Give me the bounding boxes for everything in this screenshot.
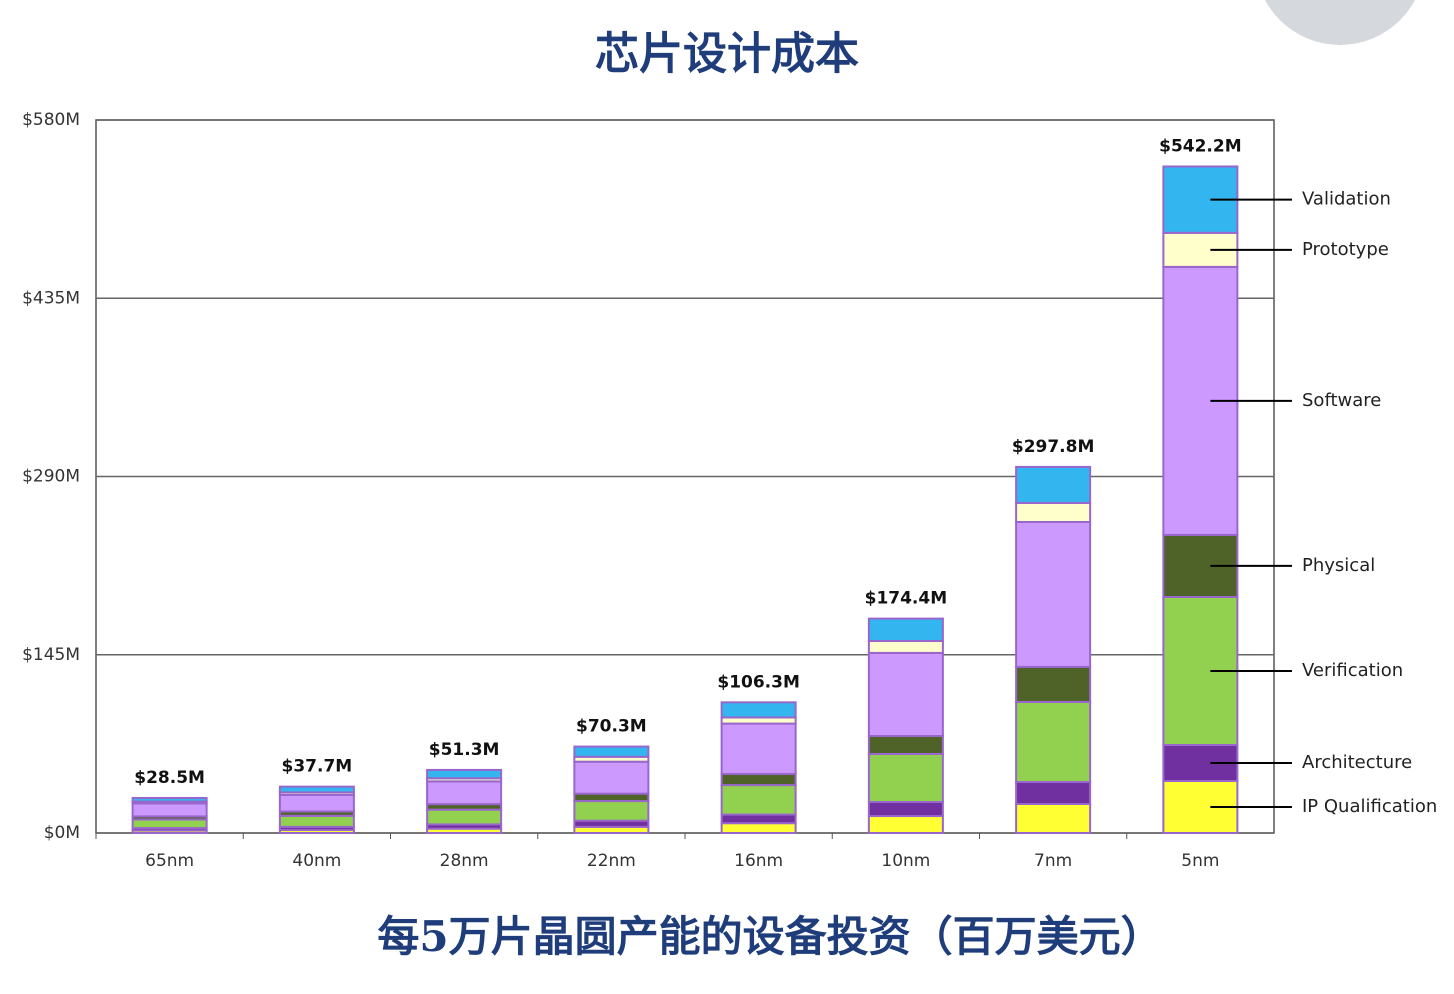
legend-label: IP Qualification xyxy=(1302,796,1437,817)
bar-segment xyxy=(867,617,944,642)
legend-label: Prototype xyxy=(1302,239,1389,260)
caption: 每5万片晶圆产能的设备投资（百万美元） xyxy=(377,912,1162,961)
bar-segment xyxy=(720,701,797,719)
bar-segment xyxy=(278,814,355,828)
bar-segment xyxy=(426,780,503,806)
x-tick-label: 5nm xyxy=(1181,851,1219,871)
bar-segment xyxy=(131,802,208,818)
bar-segment xyxy=(867,752,944,804)
y-tick-label: $435M xyxy=(22,288,80,308)
bar-segment xyxy=(720,822,797,835)
x-tick-label: 28nm xyxy=(440,851,489,871)
bar-segment xyxy=(1015,665,1092,703)
legend-label: Verification xyxy=(1302,660,1403,681)
bar-segment xyxy=(1015,501,1092,523)
y-tick-label: $580M xyxy=(22,110,80,130)
bar-segment xyxy=(720,722,797,775)
bar-segment xyxy=(1015,520,1092,668)
x-tick-label: 22nm xyxy=(587,851,636,871)
legend-label: Architecture xyxy=(1302,752,1412,773)
bar-segment xyxy=(278,785,355,794)
bar-segment xyxy=(131,818,208,830)
total-label: $174.4M xyxy=(865,589,948,609)
legend-label: Physical xyxy=(1302,555,1375,576)
bar-segment xyxy=(278,793,355,813)
bar-segment xyxy=(867,639,944,654)
bar-segment xyxy=(720,784,797,816)
x-tick-label: 65nm xyxy=(145,851,194,871)
total-label: $297.8M xyxy=(1012,437,1095,457)
total-label: $106.3M xyxy=(717,672,800,692)
bar-segment xyxy=(1015,465,1092,504)
bar-segment xyxy=(867,735,944,755)
x-tick-label: 10nm xyxy=(881,851,930,871)
bar-segment xyxy=(720,813,797,825)
bar-segment xyxy=(426,808,503,826)
legend-label: Validation xyxy=(1302,189,1391,210)
chart-title: 芯片设计成本 xyxy=(595,29,859,80)
x-tick-label: 7nm xyxy=(1034,851,1072,871)
bar-segment xyxy=(867,801,944,818)
bar-segment xyxy=(573,800,650,822)
total-label: $70.3M xyxy=(576,717,647,737)
total-label: $542.2M xyxy=(1159,136,1242,156)
legend-label: Software xyxy=(1302,390,1381,411)
bar-segment xyxy=(1015,802,1092,835)
y-tick-label: $0M xyxy=(44,823,80,843)
x-tick-label: 40nm xyxy=(292,851,341,871)
total-label: $51.3M xyxy=(429,740,500,760)
total-label: $28.5M xyxy=(134,768,205,788)
y-tick-label: $145M xyxy=(22,645,80,665)
bar-segment xyxy=(867,651,944,738)
bar-segment xyxy=(573,760,650,795)
x-tick-label: 16nm xyxy=(734,851,783,871)
bar-segment xyxy=(131,796,208,803)
bar-segment xyxy=(1015,700,1092,783)
bar-segment xyxy=(573,745,650,758)
bar-segment xyxy=(1015,780,1092,805)
y-tick-label: $290M xyxy=(22,467,80,487)
bar-segment xyxy=(1162,743,1239,783)
bar-segment xyxy=(573,792,650,803)
bar-segment xyxy=(426,768,503,780)
bar-segment xyxy=(867,815,944,835)
bar-segment xyxy=(720,772,797,787)
decoration xyxy=(1265,0,1415,45)
total-label: $37.7M xyxy=(282,757,353,777)
